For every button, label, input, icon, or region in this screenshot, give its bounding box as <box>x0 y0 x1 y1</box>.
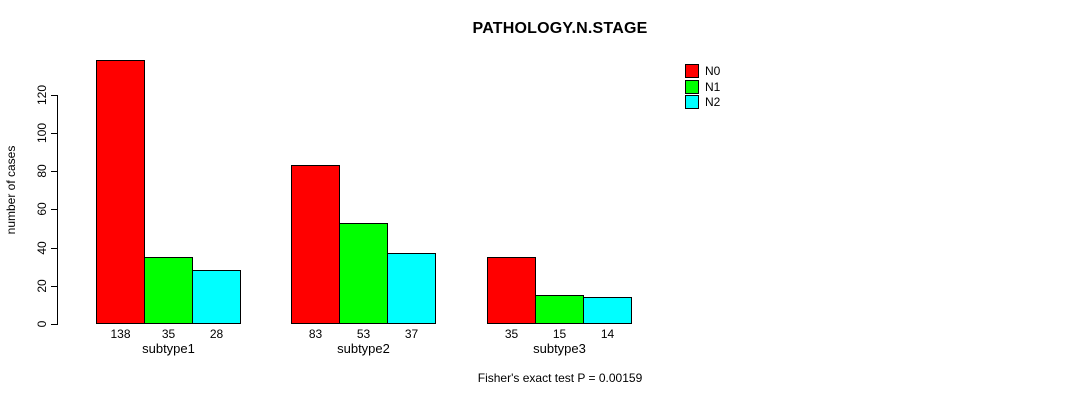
bar-subtype2-N0 <box>291 165 340 324</box>
y-tick-mark <box>51 286 57 287</box>
legend-label: N1 <box>705 79 721 94</box>
bar-value-label: 37 <box>404 327 419 341</box>
bar-subtype2-N2 <box>387 253 436 324</box>
legend-item-N0: N0 <box>685 64 720 78</box>
chart-title: PATHOLOGY.N.STAGE <box>472 20 648 37</box>
category-label-subtype3: subtype3 <box>533 341 586 356</box>
y-tick-label: 80 <box>35 164 49 178</box>
legend-label: N0 <box>705 64 721 78</box>
y-tick-mark <box>51 209 57 210</box>
bar-value-label: 28 <box>209 327 224 341</box>
legend-label: N2 <box>705 95 721 109</box>
bar-subtype1-N0 <box>96 60 145 324</box>
y-tick-label: 0 <box>35 320 49 328</box>
bar-value-label: 14 <box>600 327 615 341</box>
y-tick-label: 120 <box>35 84 49 106</box>
bar-value-label: 138 <box>110 327 131 341</box>
bar-subtype1-N2 <box>192 270 241 324</box>
bar-subtype2-N1 <box>339 223 388 324</box>
y-tick-mark <box>51 95 57 96</box>
y-tick-mark <box>51 133 57 134</box>
legend-item-N1: N1 <box>685 79 721 94</box>
y-tick-mark <box>51 248 57 249</box>
legend-item-N2: N2 <box>685 95 720 109</box>
y-axis-label: number of cases <box>4 145 18 235</box>
category-label-subtype1: subtype1 <box>142 341 195 356</box>
y-tick-label: 100 <box>35 122 49 144</box>
bar-subtype3-N1 <box>535 295 584 324</box>
bar-value-label: 83 <box>308 327 323 341</box>
bar-value-label: 15 <box>552 327 567 341</box>
bar-value-label: 35 <box>161 327 176 341</box>
bar-subtype1-N1 <box>144 257 193 324</box>
y-tick-label: 20 <box>35 279 49 293</box>
y-axis-line <box>57 95 58 325</box>
legend-swatch-icon <box>685 95 699 109</box>
legend-swatch-icon <box>685 79 699 94</box>
category-label-subtype2: subtype2 <box>337 341 390 356</box>
bar-value-label: 53 <box>356 327 371 341</box>
bar-subtype3-N2 <box>583 297 632 324</box>
y-tick-mark <box>51 324 57 325</box>
bar-subtype3-N0 <box>487 257 536 324</box>
legend-swatch-icon <box>685 64 699 78</box>
y-tick-label: 40 <box>35 241 49 255</box>
y-tick-label: 60 <box>35 202 49 216</box>
y-tick-mark <box>51 171 57 172</box>
annotation-text: Fisher's exact test P = 0.00159 <box>477 371 643 385</box>
legend: N0 N1 N2 <box>685 64 720 111</box>
bar-value-label: 35 <box>504 327 519 341</box>
